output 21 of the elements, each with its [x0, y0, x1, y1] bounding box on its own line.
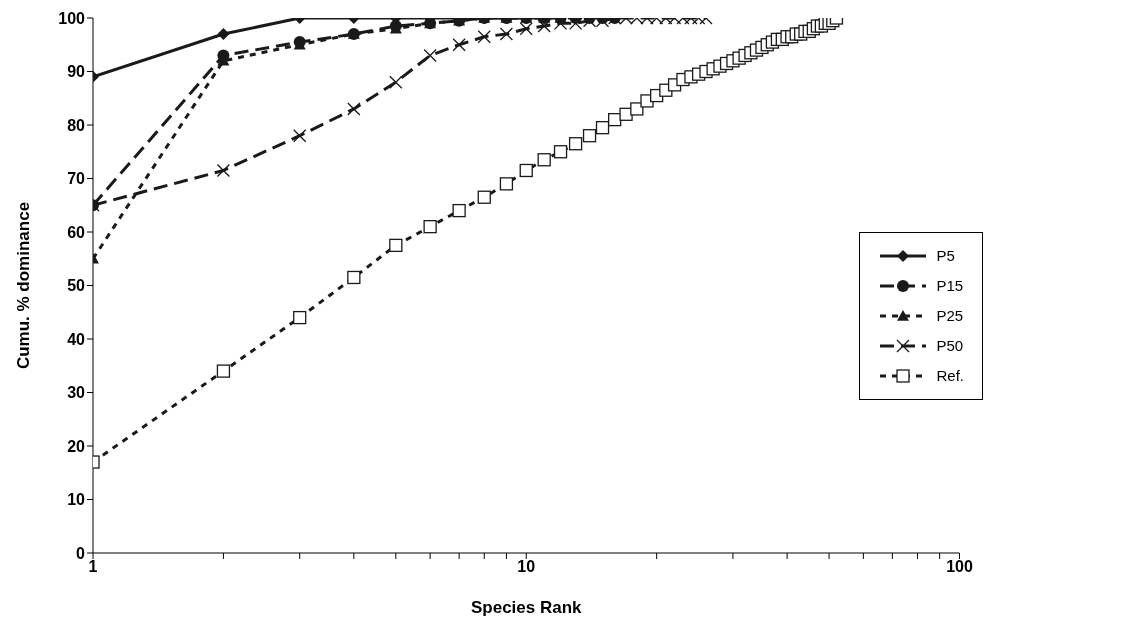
- y-tick-label: 20: [67, 437, 86, 455]
- y-tick-label: 0: [76, 544, 86, 562]
- y-tick-label: 70: [67, 170, 86, 188]
- y-tick-label: 60: [67, 223, 86, 241]
- legend-label: Ref.: [936, 365, 964, 386]
- x-tick-label: 10: [517, 558, 536, 576]
- x-tick-label: 1: [88, 558, 98, 576]
- y-tick-label: 40: [67, 330, 86, 348]
- legend-label: P5: [936, 245, 955, 266]
- y-tick-label: 50: [67, 277, 86, 295]
- legend-label: P25: [936, 305, 964, 326]
- y-tick-label: 30: [67, 384, 86, 402]
- y-axis-title: Cumu. % dominance: [14, 201, 34, 370]
- y-tick-label: 90: [67, 63, 86, 81]
- legend-label: P50: [936, 335, 964, 356]
- y-tick-label: 80: [67, 116, 86, 134]
- x-axis-title: Species Rank: [470, 598, 583, 617]
- legend-label: P15: [936, 275, 964, 296]
- y-tick-label: 100: [58, 9, 86, 27]
- x-tick-label: 100: [946, 558, 973, 576]
- y-tick-label: 10: [67, 491, 86, 509]
